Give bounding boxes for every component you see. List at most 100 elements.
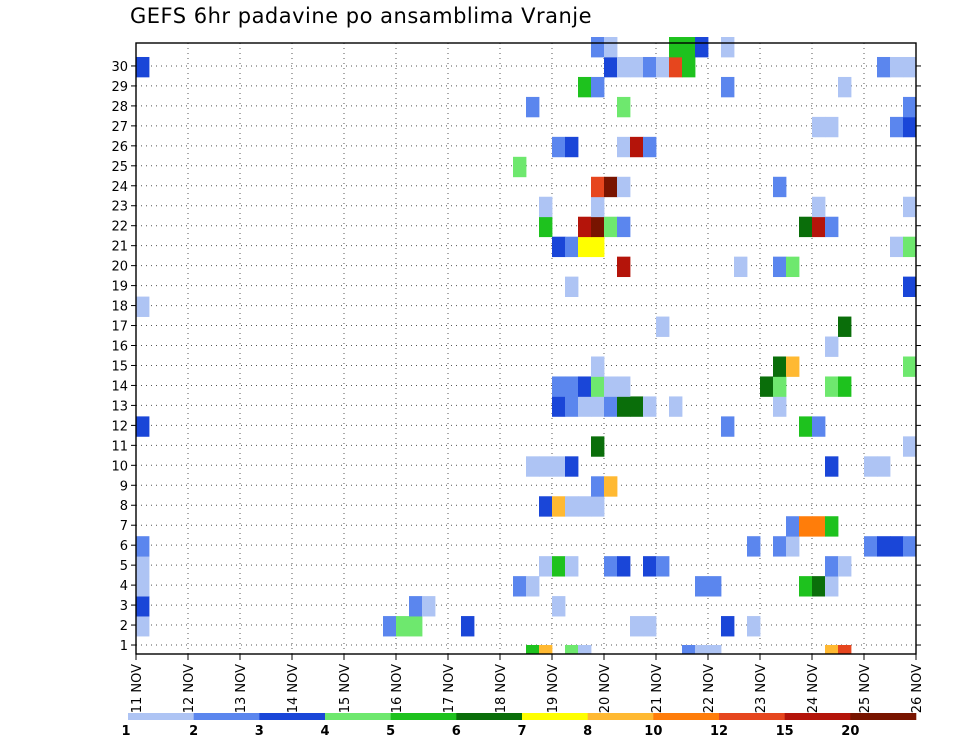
x-tick-label: 14 NOV: [286, 664, 301, 713]
heatmap-cell: [812, 216, 826, 238]
y-tick-label: 25: [111, 160, 128, 175]
heatmap-cell: [630, 616, 644, 637]
heatmap-cell: [136, 296, 150, 317]
heatmap-cell: [552, 396, 566, 417]
heatmap-cell: [591, 37, 605, 58]
heatmap-cell: [903, 116, 917, 138]
heatmap-cell: [565, 236, 579, 258]
y-tick-label: 6: [120, 539, 128, 554]
x-tick-label: 18 NOV: [494, 664, 509, 713]
heatmap-cell: [799, 416, 813, 437]
heatmap-cell: [708, 576, 722, 597]
heatmap-cell: [877, 456, 891, 477]
heatmap-cell: [578, 76, 592, 98]
heatmap-cell: [903, 356, 917, 377]
heatmap-cell: [786, 536, 800, 557]
heatmap-cell: [682, 645, 696, 654]
legend-label: 3: [255, 724, 264, 739]
heatmap-cell: [526, 96, 540, 118]
legend-swatch: [522, 713, 588, 720]
legend-swatch: [784, 713, 851, 720]
heatmap-cell: [565, 645, 579, 654]
legend-label: 7: [517, 724, 526, 739]
heatmap-cell: [617, 96, 631, 118]
x-tick-label: 16 NOV: [390, 664, 405, 713]
heatmap-cell: [617, 376, 631, 397]
legend-label: 10: [644, 724, 662, 739]
heatmap-cell: [578, 645, 592, 654]
heatmap-cell: [630, 396, 644, 417]
heatmap-cell: [591, 216, 605, 238]
heatmap-cell: [825, 116, 839, 138]
heatmap-cell: [825, 376, 839, 397]
heatmap-cell: [669, 56, 683, 78]
heatmap-cell: [825, 576, 839, 597]
heatmap-cell: [695, 645, 709, 654]
heatmap-cell: [591, 496, 605, 517]
legend-swatch: [325, 713, 391, 720]
legend-swatch: [193, 713, 260, 720]
x-tick-label: 24 NOV: [806, 664, 821, 713]
heatmap-cell: [825, 645, 839, 654]
heatmap-cell: [422, 596, 436, 617]
heatmap-cell: [552, 596, 566, 617]
heatmap-cell: [721, 616, 735, 637]
y-tick-label: 12: [111, 419, 128, 434]
heatmap-cell: [617, 256, 631, 278]
heatmap-cell: [825, 216, 839, 238]
legend-label: 15: [776, 724, 794, 739]
heatmap-cell: [708, 645, 722, 654]
heatmap-cell: [890, 56, 904, 78]
y-tick-label: 28: [111, 100, 128, 115]
y-tick-label: 11: [111, 439, 128, 454]
y-tick-label: 23: [111, 200, 128, 215]
heatmap-cell: [539, 196, 553, 218]
heatmap-cell: [565, 276, 579, 297]
legend-swatch: [653, 713, 720, 720]
heatmap-cell: [552, 136, 566, 158]
heatmap-cell: [565, 376, 579, 397]
heatmap-cell: [799, 576, 813, 597]
heatmap-cell: [461, 616, 475, 637]
heatmap-cell: [565, 396, 579, 417]
heatmap-cell: [890, 116, 904, 138]
heatmap-cell: [526, 645, 540, 654]
heatmap-cell: [136, 536, 150, 557]
y-tick-label: 27: [111, 120, 128, 135]
heatmap-cell: [786, 356, 800, 377]
heatmap-cell: [591, 476, 605, 497]
heatmap-cell: [578, 376, 592, 397]
y-tick-label: 8: [120, 499, 128, 514]
heatmap-cell: [136, 616, 150, 637]
heatmap-cell: [812, 516, 826, 537]
legend-swatch: [390, 713, 457, 720]
heatmap-cell: [721, 37, 735, 58]
heatmap-cell: [682, 37, 696, 58]
heatmap-cell: [643, 56, 657, 78]
y-tick-label: 26: [111, 140, 128, 155]
heatmap-cell: [591, 176, 605, 198]
heatmap-cell: [903, 96, 917, 118]
heatmap-cell: [656, 56, 670, 78]
heatmap-cell: [656, 316, 670, 337]
heatmap-cell: [838, 645, 852, 654]
heatmap-cell: [617, 556, 631, 577]
heatmap-cell: [591, 396, 605, 417]
legend-label: 1: [121, 724, 130, 739]
heatmap-cell: [552, 496, 566, 517]
heatmap-cell: [136, 576, 150, 597]
heatmap-cell: [136, 416, 150, 437]
x-tick-label: 15 NOV: [338, 664, 353, 713]
x-tick-label: 23 NOV: [754, 664, 769, 713]
legend-label: 2: [189, 724, 198, 739]
heatmap-cell: [825, 336, 839, 357]
heatmap-cell: [825, 456, 839, 477]
y-tick-label: 19: [111, 280, 128, 295]
heatmap-cell: [565, 136, 579, 158]
heatmap-cell: [552, 376, 566, 397]
heatmap-cell: [591, 76, 605, 98]
heatmap-cell: [552, 456, 566, 477]
heatmap-cell: [383, 616, 397, 637]
heatmap-cell: [604, 56, 618, 78]
y-tick-label: 18: [111, 300, 128, 315]
